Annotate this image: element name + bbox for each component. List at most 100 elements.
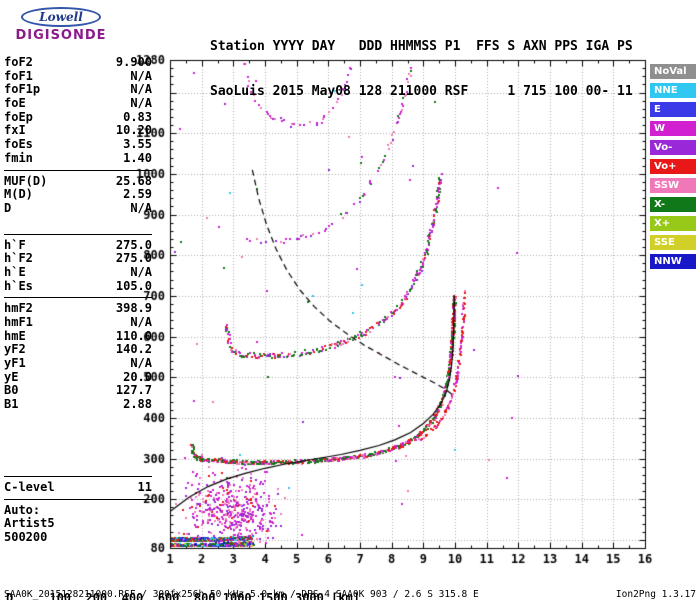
param-label: foE: [4, 96, 26, 111]
param-value: 0.83: [123, 109, 152, 124]
param-value: N/A: [130, 96, 152, 111]
footer-program-version: Ion2Png 1.3.17: [615, 589, 696, 600]
param-label: foF1: [4, 68, 33, 83]
param-label: C-level: [4, 479, 55, 494]
legend-item-noval: NoVal: [650, 64, 696, 79]
param-row-clevel: C-level 11: [4, 479, 152, 495]
param-value: 2.88: [123, 397, 152, 412]
param-label: D: [4, 200, 12, 215]
param-row-mufd: MUF(D) 25.68: [4, 173, 152, 189]
d-muf-table: D 100 200 400 600 800 1000 1500 3000 [km…: [6, 565, 367, 600]
param-label: 500200: [4, 529, 48, 544]
header-field-names-line: Station YYYY DAY DDD HHMMSS P1 FFS S AXN…: [210, 39, 633, 54]
footer-file-info: SAA0K_2015128211000.RSF / 300fx256h 50 k…: [4, 589, 479, 600]
param-row-foep: foEp 0.83: [4, 109, 152, 125]
legend-item-vo: Vo+: [650, 159, 696, 174]
legend-item-e: E: [650, 102, 696, 117]
param-value: 2.59: [123, 187, 152, 202]
param-group-separator: [4, 475, 152, 477]
param-label: h`F2: [4, 251, 33, 266]
param-row-fmin: fmin 1.40: [4, 150, 152, 166]
param-value: 11: [137, 479, 152, 494]
param-row-fof1p: foF1p N/A: [4, 83, 152, 97]
param-value: N/A: [130, 356, 152, 371]
param-label: foF2: [4, 55, 33, 69]
param-label: MUF(D): [4, 173, 48, 188]
param-row-foe: foE N/A: [4, 96, 152, 111]
param-label: h`F: [4, 237, 26, 252]
param-label: yF1: [4, 356, 26, 371]
legend-item-x: X+: [650, 216, 696, 231]
legend-item-ssw: SSW: [650, 178, 696, 193]
station-header: Station YYYY DAY DDD HHMMSS P1 FFS S AXN…: [210, 9, 633, 129]
param-value: 275.0: [115, 237, 152, 252]
param-label: yF2: [4, 342, 26, 357]
lowell-logo-oval: Lowell: [21, 7, 101, 27]
param-row-fof1: foF1 N/A: [4, 68, 152, 84]
param-row-hmf2: hmF2 398.9: [4, 302, 152, 316]
footer-bar: SAA0K_2015128211000.RSF / 300fx256h 50 k…: [4, 589, 696, 600]
param-label: hmF2: [4, 301, 33, 316]
param-value: 275.0: [115, 251, 152, 266]
param-value: 10.20: [115, 123, 152, 138]
param-row-fof2: foF2 9.900: [4, 55, 152, 70]
param-label: h`Es: [4, 278, 33, 293]
param-row-fxi: fxI 10.20: [4, 124, 152, 138]
param-group-separator: [4, 233, 152, 235]
param-label: Artist5: [4, 516, 55, 531]
param-label: h`E: [4, 264, 26, 279]
param-label: fmin: [4, 150, 33, 165]
param-value: N/A: [130, 264, 152, 279]
param-row-hes: h`Es 105.0: [4, 278, 152, 294]
param-row-b0: B0 127.7: [4, 384, 152, 398]
param-label: hmF1: [4, 315, 33, 329]
param-value: 398.9: [115, 301, 152, 316]
param-value: 110.0: [115, 328, 152, 343]
param-value: 105.0: [115, 278, 152, 293]
param-label: Auto:: [4, 502, 41, 517]
param-row-b1: B1 2.88: [4, 397, 152, 412]
param-group-separator: [4, 169, 152, 171]
echo-status-legend: NoVal NNE E W Vo- Vo+ SSW X- X+ SSE NNW: [650, 64, 696, 273]
param-label: foF1p: [4, 82, 41, 97]
param-label: M(D): [4, 187, 33, 202]
param-value: 20.0: [123, 369, 152, 384]
param-row-yf2: yF2 140.2: [4, 343, 152, 357]
param-row-artist5: Artist5: [4, 516, 152, 531]
param-row-he: h`E N/A: [4, 264, 152, 280]
param-row-foes: foEs 3.55: [4, 137, 152, 152]
lowell-digisonde-logo: Lowell DIGISONDE: [6, 6, 116, 43]
param-row-500200: 500200: [4, 529, 152, 545]
param-label: B0: [4, 383, 19, 398]
param-row-hf2: h`F2 275.0: [4, 252, 152, 266]
param-row-auto: Auto:: [4, 502, 152, 518]
param-row-hmf1: hmF1 N/A: [4, 315, 152, 330]
param-label: B1: [4, 397, 19, 412]
legend-item-x: X-: [650, 197, 696, 212]
param-label: foEs: [4, 137, 33, 152]
param-label: yE: [4, 369, 19, 384]
param-value: 3.55: [123, 137, 152, 152]
param-value: 9.900: [115, 55, 152, 69]
param-label: fxI: [4, 123, 26, 138]
param-row-yf1: yF1 N/A: [4, 356, 152, 371]
legend-item-sse: SSE: [650, 235, 696, 250]
param-row-d: D N/A: [4, 200, 152, 216]
param-value: 25.68: [115, 173, 152, 188]
param-row-ye: yE 20.0: [4, 369, 152, 385]
param-value: 1.40: [123, 150, 152, 165]
lowell-logo-text: Lowell: [39, 10, 83, 24]
scaled-parameters-panel: foF2 9.900 foF1 N/A foF1p N/A foE N/A foEp 0.83 fx…: [4, 55, 152, 545]
digisonde-logo-text: DIGISONDE: [15, 28, 107, 43]
param-value: 127.7: [115, 383, 152, 398]
param-row-hme: hmE 110.0: [4, 328, 152, 344]
legend-item-w: W: [650, 121, 696, 136]
param-label: foEp: [4, 109, 33, 124]
param-value: N/A: [130, 68, 152, 83]
param-row-md: M(D) 2.59: [4, 187, 152, 202]
param-row-hf: h`F 275.0: [4, 237, 152, 253]
distance-row: D 100 200 400 600 800 1000 1500 3000 [km…: [6, 591, 361, 600]
param-group-separator: [4, 498, 152, 500]
